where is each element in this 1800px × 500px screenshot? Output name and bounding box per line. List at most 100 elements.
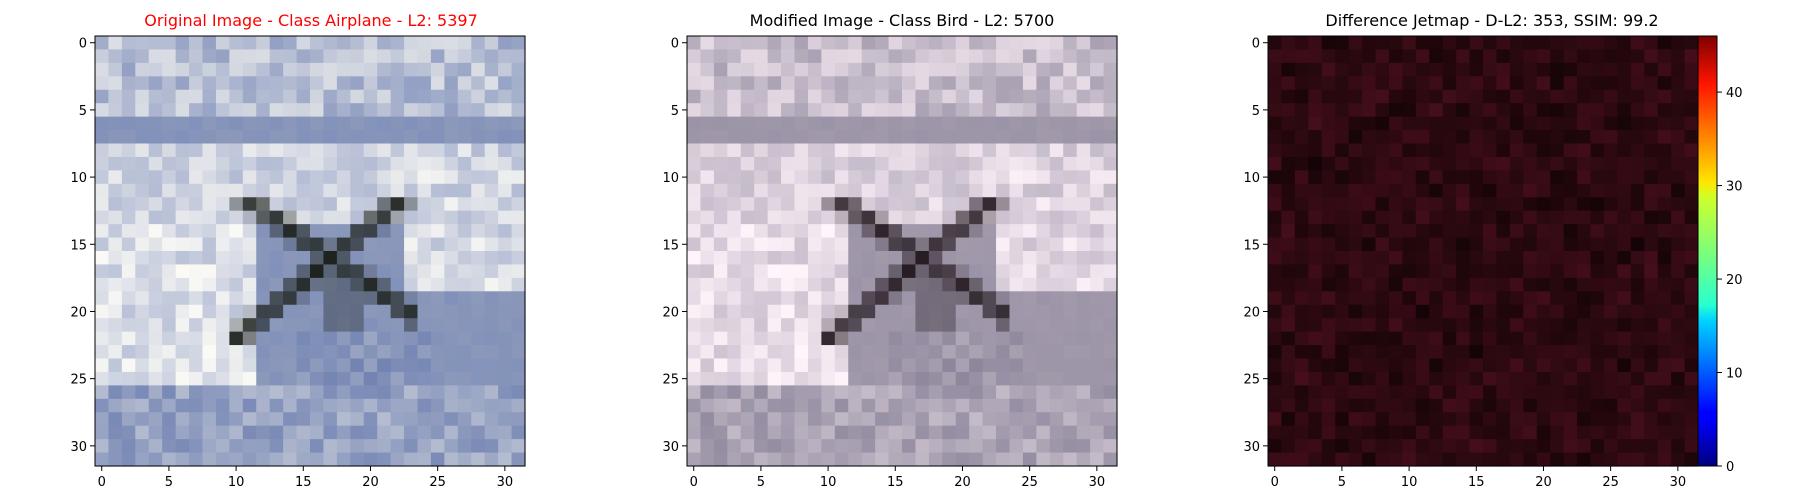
image-pixel [1536,398,1551,413]
image-pixel [404,425,419,440]
image-pixel [511,452,526,467]
image-pixel [283,277,298,292]
image-pixel [498,170,513,185]
image-pixel [1429,130,1444,145]
image-pixel [1617,224,1632,239]
image-pixel [1550,425,1565,440]
image-pixel [1321,277,1336,292]
image-pixel [982,224,997,239]
image-pixel [417,304,432,319]
image-pixel [1577,251,1592,266]
image-pixel [1022,371,1037,386]
image-pixel [1644,183,1659,198]
image-pixel [902,412,917,427]
image-pixel [269,304,284,319]
image-pixel [269,412,284,427]
image-pixel [363,210,378,225]
image-pixel [969,170,984,185]
image-pixel [229,103,244,118]
image-pixel [471,331,486,346]
image-pixel [404,197,419,212]
image-pixel [471,183,486,198]
image-pixel [404,318,419,333]
image-pixel [1294,183,1309,198]
image-pixel [1550,452,1565,467]
image-pixel [350,156,365,171]
image-pixel [1509,224,1524,239]
image-pixel [1375,318,1390,333]
image-pixel [1657,224,1672,239]
y-tick-label: 5 [1252,104,1260,119]
image-pixel [888,345,903,360]
image-pixel [189,197,204,212]
image-pixel [457,49,472,64]
image-pixel [1456,197,1471,212]
image-pixel [794,183,809,198]
image-pixel [1536,358,1551,373]
image-pixel [108,103,123,118]
image-pixel [471,197,486,212]
image-pixel [955,277,970,292]
image-pixel [202,304,217,319]
image-pixel [1523,371,1538,386]
image-pixel [1483,130,1498,145]
image-pixel [1630,358,1645,373]
image-pixel [296,170,311,185]
image-pixel [296,371,311,386]
image-pixel [1496,76,1511,91]
image-pixel [915,197,930,212]
image-pixel [861,291,876,306]
image-pixel [1063,371,1078,386]
image-pixel [215,224,230,239]
image-pixel [1090,103,1105,118]
image-pixel [1442,371,1457,386]
image-pixel [942,197,957,212]
image-pixel [848,49,863,64]
image-pixel [283,439,298,454]
image-pixel [1456,116,1471,131]
image-pixel [861,251,876,266]
image-pixel [713,264,728,279]
image-pixel [1036,277,1051,292]
image-pixel [807,103,822,118]
image-pixel [861,452,876,467]
image-pixel [1456,398,1471,413]
image-pixel [1603,130,1618,145]
image-pixel [1523,130,1538,145]
image-pixel [875,130,890,145]
image-pixel [1429,452,1444,467]
image-pixel [336,89,351,104]
image-pixel [807,156,822,171]
image-pixel [1617,264,1632,279]
image-pixel [310,197,325,212]
image-pixel [875,251,890,266]
image-pixel [229,251,244,266]
image-pixel [794,385,809,400]
image-pixel [1388,412,1403,427]
image-pixel [296,156,311,171]
y-tick-label: 30 [70,440,87,455]
image-pixel [848,62,863,77]
image-pixel [175,425,190,440]
image-pixel [1563,76,1578,91]
image-pixel [175,398,190,413]
image-pixel [1644,62,1659,77]
image-pixel [336,224,351,239]
image-pixel [121,412,136,427]
image-pixel [1036,251,1051,266]
image-pixel [700,36,715,51]
image-pixel [1483,304,1498,319]
image-pixel [1429,103,1444,118]
image-pixel [996,183,1011,198]
image-pixel [1483,49,1498,64]
x-tick-label: 15 [1468,475,1485,490]
image-pixel [1348,331,1363,346]
image-pixel [175,36,190,51]
x-tick-label: 25 [429,475,446,490]
image-pixel [1090,371,1105,386]
image-pixel [1523,143,1538,158]
image-pixel [955,237,970,252]
image-pixel [242,76,257,91]
image-pixel [1550,36,1565,51]
image-pixel [229,412,244,427]
